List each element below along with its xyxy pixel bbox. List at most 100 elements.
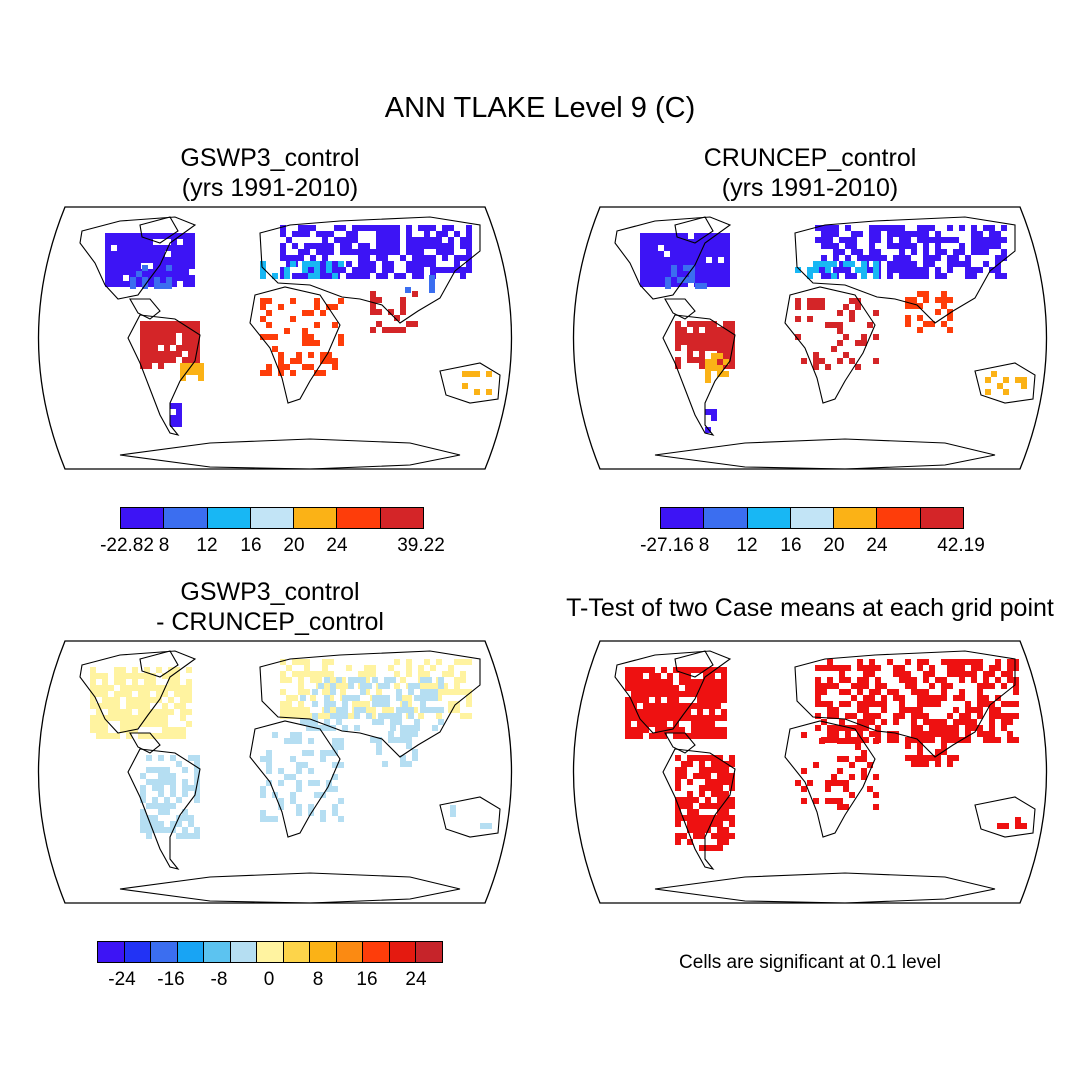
colorbar-cruncep (660, 507, 964, 529)
grid-cell (941, 737, 947, 743)
grid-cell (135, 263, 141, 269)
grid-cell (959, 713, 965, 719)
grid-cell (177, 257, 183, 263)
grid-cell (631, 685, 637, 691)
grid-cell (388, 249, 394, 255)
grid-cell (314, 370, 320, 376)
grid-cell (935, 267, 941, 273)
grid-cell (965, 261, 971, 267)
grid-cell (887, 243, 893, 249)
grid-cell (177, 263, 183, 269)
grid-cell (360, 707, 366, 713)
grid-cell (378, 713, 384, 719)
grid-cell (298, 707, 304, 713)
grid-cell (935, 695, 941, 701)
grid-cell (284, 273, 290, 279)
grid-cell (705, 767, 711, 773)
grid-cell (388, 731, 394, 737)
grid-cell (953, 695, 959, 701)
grid-cell (709, 667, 715, 673)
grid-cell (272, 346, 278, 352)
grid-cell (935, 297, 941, 303)
grid-cell (194, 327, 200, 333)
grid-cell (414, 725, 420, 731)
grid-cell (664, 263, 670, 269)
grid-cell (947, 261, 953, 267)
grid-cell (376, 255, 382, 261)
grid-cell (703, 721, 709, 727)
colorbar-tick-label: 39.22 (397, 535, 445, 556)
grid-cell (340, 249, 346, 255)
grid-cell (338, 744, 344, 750)
grid-cell (260, 786, 266, 792)
grid-cell (706, 269, 712, 275)
grid-cell (923, 677, 929, 683)
grid-cell (833, 713, 839, 719)
grid-cell (941, 291, 947, 297)
grid-cell (182, 809, 188, 815)
grid-cell (851, 273, 857, 279)
grid-cell (929, 695, 935, 701)
grid-cell (941, 725, 947, 731)
grid-cell (96, 727, 102, 733)
grid-cell (266, 816, 272, 822)
grid-cell (1007, 659, 1013, 665)
grid-cell (869, 231, 875, 237)
grid-cell (152, 779, 158, 785)
grid-cell (420, 677, 426, 683)
grid-cell (442, 683, 448, 689)
grid-cell (340, 689, 346, 695)
grid-cell (1013, 689, 1019, 695)
grid-cell (807, 304, 813, 310)
grid-cell (911, 731, 917, 737)
grid-cell (827, 731, 833, 737)
grid-cell (857, 719, 863, 725)
grid-cell (661, 721, 667, 727)
grid-cell (697, 667, 703, 673)
grid-cell (857, 249, 863, 255)
grid-cell (893, 255, 899, 261)
grid-cell (845, 665, 851, 671)
grid-cell (655, 715, 661, 721)
grid-cell (176, 327, 182, 333)
grid-cell (159, 263, 165, 269)
coastline (79, 216, 197, 300)
grid-cell (631, 715, 637, 721)
grid-cell (454, 707, 460, 713)
grid-cell (159, 245, 165, 251)
grid-cell (724, 245, 730, 251)
grid-cell (140, 333, 146, 339)
grid-cell (827, 243, 833, 249)
grid-cell (286, 677, 292, 683)
grid-cell (977, 243, 983, 249)
grid-cell (396, 713, 402, 719)
grid-cell (989, 665, 995, 671)
grid-cell (186, 369, 192, 375)
grid-cell (332, 774, 338, 780)
grid-cell (166, 277, 172, 283)
grid-cell (448, 243, 454, 249)
grid-cell (947, 659, 953, 665)
grid-cell (150, 709, 156, 715)
grid-cell (831, 322, 837, 328)
grid-cell (298, 273, 304, 279)
grid-cell (174, 727, 180, 733)
grid-cell (412, 755, 418, 761)
grid-cell (152, 339, 158, 345)
grid-cell (147, 251, 153, 257)
grid-cell (132, 667, 138, 673)
grid-cell (132, 679, 138, 685)
grid-cell (382, 761, 388, 767)
grid-cell (985, 389, 991, 395)
grid-cell (180, 685, 186, 691)
grid-cell (406, 321, 412, 327)
grid-cell (354, 695, 360, 701)
grid-cell (682, 251, 688, 257)
grid-cell (723, 321, 729, 327)
grid-cell (795, 304, 801, 310)
grid-cell (646, 257, 652, 263)
grid-cell (983, 737, 989, 743)
grid-cell (815, 683, 821, 689)
grid-cell (308, 334, 314, 340)
grid-cell (123, 257, 129, 263)
